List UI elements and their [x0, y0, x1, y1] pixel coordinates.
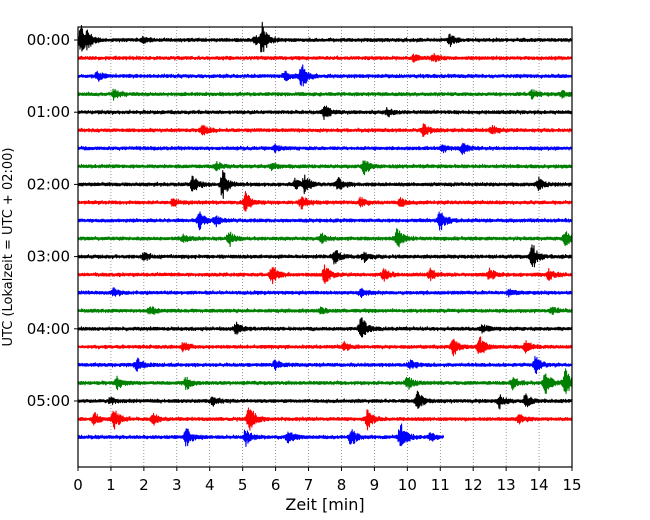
x-axis-ticks: 0 1 2 3 4 5 6 7 8 9 10 11 12 13 14 15: [73, 467, 582, 494]
seismogram-trace: [77, 170, 573, 199]
x-tick-label: 5: [238, 476, 248, 494]
x-tick-label: 0: [73, 476, 83, 494]
y-tick-label: 05:00: [27, 392, 70, 410]
seismogram-trace: [77, 123, 573, 138]
x-tick-label: 4: [205, 476, 215, 494]
seismogram-traces: [77, 21, 573, 448]
seismogram-trace: [77, 160, 573, 176]
seismogram-trace: [77, 287, 573, 299]
seismogram-trace: [77, 306, 573, 316]
x-tick-label: 11: [431, 476, 450, 494]
x-tick-label: 13: [497, 476, 516, 494]
x-tick-label: 9: [370, 476, 380, 494]
seismogram-trace: [77, 52, 573, 63]
x-tick-label: 1: [106, 476, 116, 494]
seismogram-trace: [77, 88, 573, 101]
seismogram-trace: [77, 355, 573, 375]
seismogram-trace: [77, 211, 573, 231]
x-tick-label: 3: [172, 476, 182, 494]
vertical-grid: [110, 27, 540, 467]
seismogram-trace: [77, 368, 573, 395]
seismogram-trace: [77, 264, 573, 285]
x-axis-label: Zeit [min]: [285, 495, 364, 514]
x-tick-label: 15: [562, 476, 581, 494]
x-tick-label: 8: [337, 476, 347, 494]
y-tick-label: 03:00: [27, 248, 70, 266]
seismogram-trace: [77, 142, 573, 155]
seismogram-trace: [77, 191, 573, 212]
seismogram-trace: [77, 64, 573, 87]
y-tick-label: 00:00: [27, 31, 70, 49]
x-tick-label: 12: [464, 476, 483, 494]
seismogram-trace: [77, 317, 573, 338]
y-tick-label: 02:00: [27, 175, 70, 193]
seismogram-trace: [77, 390, 573, 410]
seismogram-trace: [77, 336, 573, 357]
seismogram-trace: [77, 105, 573, 121]
plot-frame: [77, 26, 573, 468]
seismogram-trace: [77, 244, 573, 268]
x-tick-label: 10: [398, 476, 417, 494]
seismogram-trace: [77, 423, 445, 448]
x-tick-label: 6: [271, 476, 281, 494]
seismogram-trace: [77, 21, 573, 53]
y-axis-ticks: 00:00 01:00 02:00 03:00 04:00 05:00: [27, 31, 78, 410]
seismogram-trace: [77, 228, 573, 248]
x-tick-label: 7: [304, 476, 314, 494]
y-tick-label: 01:00: [27, 103, 70, 121]
x-tick-label: 2: [139, 476, 149, 494]
y-tick-label: 04:00: [27, 320, 70, 338]
y-axis-label: UTC (Lokalzeit = UTC + 02:00): [1, 148, 16, 347]
seismogram-trace: [77, 407, 573, 431]
x-tick-label: 14: [530, 476, 549, 494]
